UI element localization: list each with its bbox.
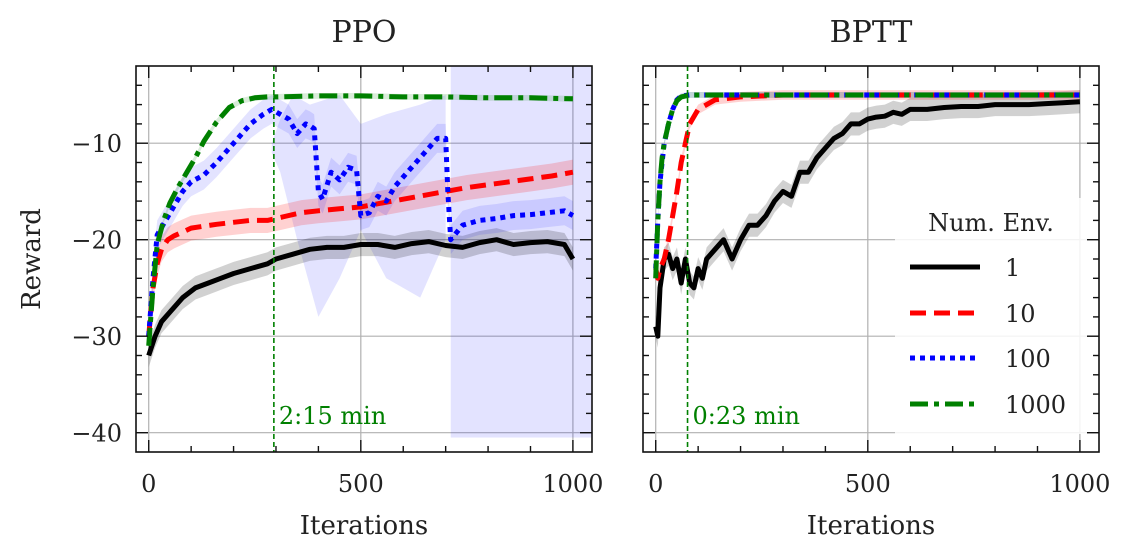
legend-entry-1000: 1000 [910,391,1066,419]
legend-entry-100: 100 [910,345,1051,373]
bptt-line-series-1 [653,99,1081,339]
ppo-line-series-1 [146,237,576,357]
ppo-line-series-100 [146,106,575,337]
bptt-line-series-10 [653,92,1080,281]
legend-entry-1: 1 [910,254,1020,282]
bptt-x-tick-1000: 1000 [1049,470,1110,498]
ppo-y-axis-label: Reward [17,208,47,310]
ppo-x-tick-500: 500 [338,470,384,498]
bptt-band-series-10 [655,90,1080,284]
ppo-y-tick-minus40: −40 [71,420,122,448]
ppo-y-tick-minus10: −10 [71,130,122,158]
legend: Num. Env. 1 10 100 1000 [895,198,1087,434]
ppo-band-series-1 [148,228,573,368]
legend-label-100: 100 [1005,345,1051,373]
ppo-line-series-10 [146,169,574,337]
ppo-ticks [136,66,592,452]
legend-box [895,198,1087,434]
legend-label-1: 1 [1005,254,1020,282]
ppo-y-tick-minus20: −20 [71,227,122,255]
ppo-lines [146,93,576,357]
legend-label-10: 10 [1005,300,1036,328]
ppo-x-axis-label: Iterations [300,511,429,541]
ppo-y-tick-labels: −10 −20 −30 −40 [71,130,122,448]
ppo-title: PPO [332,15,397,50]
legend-title: Num. Env. [928,209,1054,237]
ppo-x-tick-labels: 0 500 1000 [141,470,603,498]
ppo-line-series-1000 [146,93,573,346]
bptt-ticks [643,66,1099,452]
ppo-panel: PPO Reward Iterations 2:15 min 0 500 100… [17,15,603,541]
ppo-band-series-100 [148,94,573,351]
bptt-title: BPTT [830,15,913,50]
bptt-bands [655,90,1080,348]
bptt-x-tick-500: 500 [845,470,891,498]
bptt-x-tick-labels: 0 500 1000 [648,470,1110,498]
bptt-x-tick-0: 0 [648,470,663,498]
bptt-lines [653,92,1081,339]
bptt-time-label: 0:23 min [693,402,800,430]
bptt-x-axis-label: Iterations [807,511,936,541]
ppo-grid [136,66,592,452]
legend-label-1000: 1000 [1005,391,1066,419]
legend-entry-10: 10 [910,300,1036,328]
ppo-x-tick-1000: 1000 [542,470,603,498]
ppo-time-label: 2:15 min [279,402,386,430]
ppo-x-tick-0: 0 [141,470,156,498]
bptt-panel: BPTT Iterations 0:23 min 0 500 1000 Num.… [642,15,1110,541]
ppo-y-tick-minus30: −30 [71,323,122,351]
